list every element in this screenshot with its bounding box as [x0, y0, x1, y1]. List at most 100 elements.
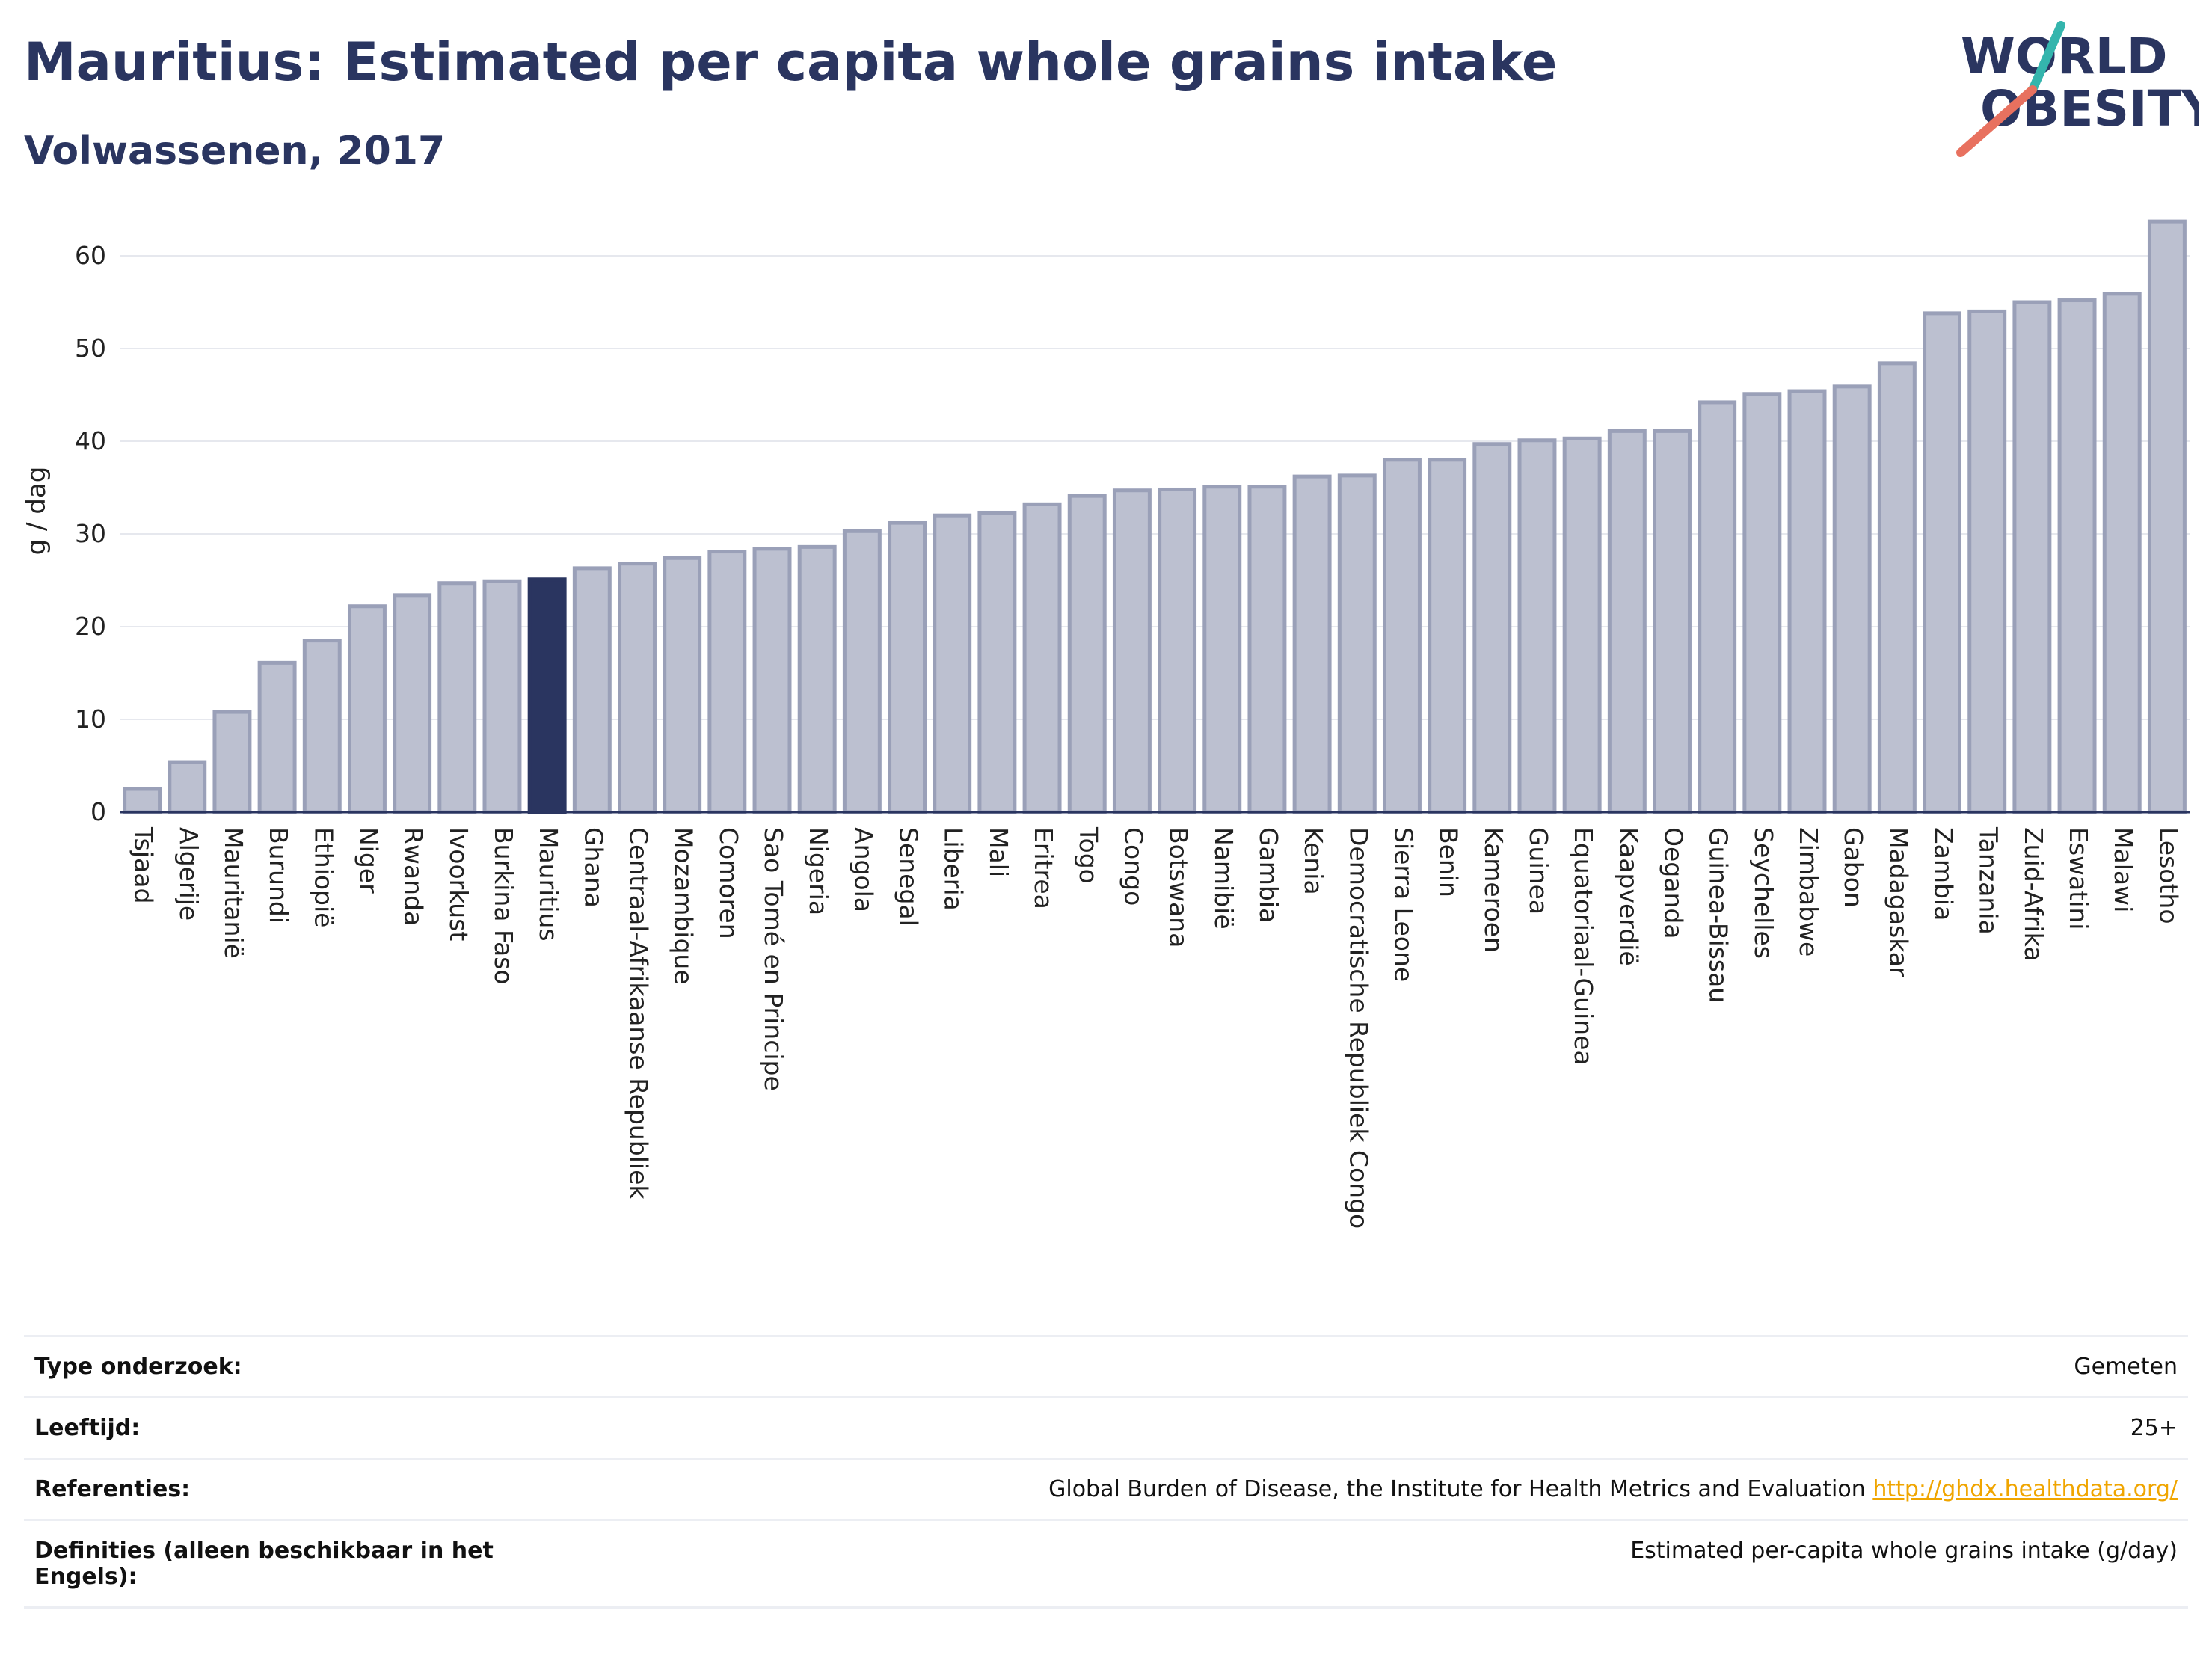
x-tick-label: Tsjaad: [129, 826, 159, 903]
x-tick-label: Algerije: [174, 827, 203, 921]
meta-key: Definities (alleen beschikbaar in het En…: [24, 1519, 523, 1609]
x-tick-label: Guinea-Bissau: [1704, 827, 1733, 1003]
x-tick-label: Mauritius: [534, 827, 563, 942]
bar: [2012, 300, 2052, 814]
bar: [1698, 400, 1737, 814]
x-tick-label: Equatoriaal-Guinea: [1569, 827, 1598, 1066]
x-tick-label: Mali: [984, 827, 1013, 877]
bar: [1967, 309, 2007, 814]
bar: [1247, 485, 1287, 814]
x-tick-label: Gabon: [1839, 827, 1868, 908]
x-tick-label: Guinea: [1524, 827, 1553, 915]
x-tick-label: Namibië: [1209, 827, 1238, 930]
bar: [888, 521, 927, 814]
bar: [933, 513, 972, 814]
x-tick-label: Democratische Republiek Congo: [1344, 827, 1373, 1229]
y-tick-label: 20: [75, 612, 106, 641]
x-tick-label: Tanzania: [1974, 826, 2003, 935]
bar: [1022, 502, 1062, 814]
x-tick-label: Zuid-Afrika: [2019, 827, 2048, 961]
bars: [123, 219, 2187, 814]
chart-title: Mauritius: Estimated per capita whole gr…: [24, 31, 1558, 93]
bar: [1517, 438, 1557, 814]
bar: [257, 660, 297, 814]
bar: [1382, 458, 1422, 814]
logo-slash-coral: [1956, 85, 2037, 157]
x-tick-label: Ethiopië: [309, 827, 338, 927]
bar-chart: 0 10 20 30 40 50 60 Tsjaad Algerije Mauritanië Bu…: [22, 219, 2190, 1229]
bar: [1337, 473, 1377, 814]
bar: [1158, 487, 1197, 814]
x-tick-label: Nigeria: [804, 827, 833, 915]
meta-row-age: Leeftijd: 25+: [24, 1396, 2188, 1459]
x-tick-label: Ghana: [579, 827, 608, 908]
bar: [527, 577, 567, 814]
bar: [707, 550, 747, 814]
bar: [347, 604, 387, 814]
bar: [123, 787, 162, 814]
y-tick-label: 60: [75, 241, 106, 270]
x-tick-label: Senegal: [894, 827, 924, 927]
x-tick-label: Kenia: [1299, 827, 1328, 895]
bar: [168, 760, 207, 814]
meta-key: Type onderzoek:: [24, 1335, 523, 1398]
meta-row-references: Referenties: Global Burden of Disease, t…: [24, 1458, 2188, 1520]
x-tick-label: Sierra Leone: [1389, 827, 1418, 982]
meta-value: Estimated per-capita whole grains intake…: [523, 1519, 2188, 1609]
x-tick-label: Gambia: [1254, 827, 1283, 923]
bar: [1067, 494, 1107, 814]
reference-link[interactable]: http://ghdx.healthdata.org/: [1872, 1476, 2178, 1502]
bar: [572, 566, 612, 814]
bar: [2147, 219, 2187, 814]
bar: [1428, 458, 1467, 814]
x-tick-label: Burkina Faso: [489, 827, 518, 985]
logo-slash-teal: [2028, 21, 2065, 94]
x-tick-label: Kameroen: [1479, 827, 1508, 953]
x-tick-label: Burundi: [264, 827, 293, 924]
reference-text: Global Burden of Disease, the Institute …: [1048, 1476, 1866, 1502]
x-tick-label: Zambia: [1929, 827, 1958, 921]
x-tick-label: Mozambique: [669, 827, 698, 985]
x-tick-label: Centraal-Afrikaanse Republiek: [624, 827, 654, 1200]
bar: [797, 544, 837, 814]
bar: [752, 547, 792, 814]
x-tick-label: Ivoorkust: [444, 827, 473, 941]
x-tick-label: Angola: [849, 827, 878, 912]
bar: [1112, 488, 1152, 814]
y-axis: 0 10 20 30 40 50 60: [75, 241, 106, 826]
bar: [302, 639, 342, 814]
meta-value: Global Burden of Disease, the Institute …: [523, 1458, 2188, 1520]
x-tick-label: Rwanda: [399, 827, 428, 926]
bar: [212, 710, 252, 814]
x-tick-label: Seychelles: [1749, 827, 1778, 959]
meta-value: Gemeten: [523, 1335, 2188, 1398]
x-tick-label: Comoren: [714, 827, 743, 939]
bar: [1653, 429, 1692, 814]
bar: [1562, 436, 1602, 814]
y-tick-label: 0: [90, 797, 106, 826]
y-axis-title: g / dag: [22, 467, 52, 556]
x-tick-label: Madagaskar: [1884, 827, 1913, 977]
bar: [1202, 485, 1242, 814]
x-tick-label: Benin: [1434, 827, 1463, 897]
bar: [2057, 298, 2097, 814]
y-tick-label: 30: [75, 519, 106, 548]
x-tick-label: Oeganda: [1659, 827, 1689, 939]
bar: [977, 510, 1017, 814]
bar: [1787, 389, 1827, 814]
x-tick-label: Liberia: [939, 827, 968, 911]
y-tick-label: 40: [75, 426, 106, 455]
x-tick-label: Mauritanië: [219, 827, 248, 959]
meta-value: 25+: [523, 1396, 2188, 1459]
bar: [1877, 361, 1917, 814]
x-tick-label: Togo: [1074, 826, 1103, 884]
bar: [1742, 392, 1782, 814]
x-tick-label: Congo: [1119, 827, 1148, 906]
x-tick-label: Zimbabwe: [1794, 827, 1823, 957]
x-tick-label: Sao Tomé en Principe: [759, 827, 788, 1091]
bar: [437, 581, 477, 814]
bar: [1292, 474, 1332, 814]
bar: [1923, 311, 1962, 814]
x-tick-label: Eritrea: [1029, 827, 1058, 909]
bar: [1472, 442, 1512, 814]
